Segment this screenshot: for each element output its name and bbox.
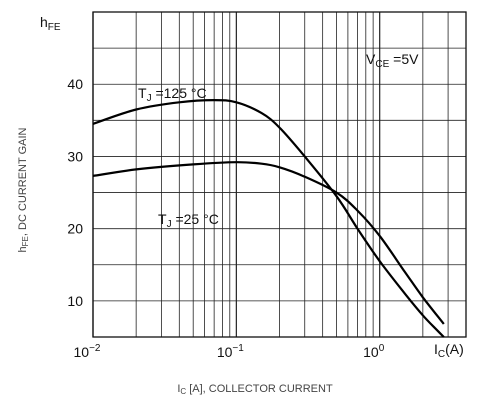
y-tick-label: 10 [67,293,83,309]
x-axis-label: IC [A], COLLECTOR CURRENT [177,383,333,396]
series-label-25c: TJ =25 °C [158,211,219,230]
condition-label: VCE =5V [366,51,419,70]
x-tick-labels: 10−2 10−1 100 [74,343,385,360]
plot-frame [92,11,467,338]
x-tick-label: 10−1 [217,343,244,360]
x-tick-label: 100 [363,343,385,360]
x-tick-label: 10−2 [74,343,101,360]
series-label-125c: TJ =125 °C [138,85,207,104]
y-tick-label: 30 [67,148,83,164]
curve-tj-25c [92,161,445,325]
curve-tj-125c [92,98,445,338]
y-axis-label: hFE, DC CURRENT GAIN [17,127,30,252]
x-axis-symbol: IC(A) [434,341,464,360]
y-axis-symbol: hFE [40,14,61,33]
y-tick-label: 20 [67,221,83,237]
y-tick-labels: 10 20 30 40 [67,76,83,309]
series-curves [92,98,445,338]
horizontal-gridlines [93,47,466,302]
y-tick-label: 40 [67,76,83,92]
